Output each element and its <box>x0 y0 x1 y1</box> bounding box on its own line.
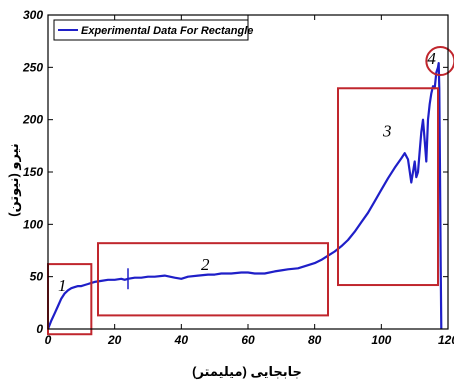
x-axis-title: جابجایی (میلیمتر) <box>192 364 302 379</box>
region-box-3 <box>337 87 439 287</box>
x-tick-label: 40 <box>174 333 189 347</box>
plot-frame <box>47 14 449 330</box>
x-tick-label: 60 <box>241 333 255 347</box>
x-tick-label: 100 <box>371 333 391 347</box>
region-box-2 <box>97 242 329 317</box>
y-tick-label: 300 <box>23 8 43 22</box>
region-box-1 <box>47 263 93 336</box>
y-tick-label: 50 <box>30 270 44 284</box>
x-tick-label: 120 <box>438 333 454 347</box>
region-label-2: 2 <box>201 255 210 274</box>
tick-layer: 0 20 40 60 80 100 120 0 50 100 150 200 250 300 <box>22 8 454 347</box>
x-tick-label: 20 <box>107 333 122 347</box>
y-tick-label: 250 <box>22 60 43 74</box>
legend-box <box>53 19 249 41</box>
x-tick-label: 80 <box>308 333 322 347</box>
plot-area <box>46 61 443 330</box>
region-label-4: 4 <box>427 49 436 68</box>
axes-frame <box>47 14 449 330</box>
y-axis-title: نیرو (نیوتن) <box>6 143 21 217</box>
series-line <box>46 61 443 330</box>
region-label-1: 1 <box>58 276 67 295</box>
y-tick-label: 150 <box>23 165 43 179</box>
x-tick-label: 0 <box>45 333 52 347</box>
y-tick-label: 100 <box>23 217 43 231</box>
legend-label: Experimental Data For Rectangle <box>81 25 253 37</box>
legend: Experimental Data For Rectangle <box>53 19 253 41</box>
y-tick-label: 200 <box>22 113 43 127</box>
y-tick-label: 0 <box>36 322 43 336</box>
region-label-3: 3 <box>382 121 392 140</box>
annotations-layer: 1 2 3 4 <box>47 46 454 336</box>
region-circle-4 <box>425 46 454 77</box>
